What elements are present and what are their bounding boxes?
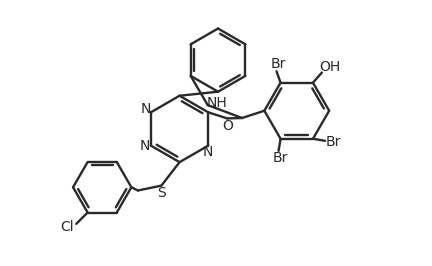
Text: Br: Br [273, 151, 288, 165]
Text: N: N [203, 145, 213, 159]
Text: Br: Br [271, 57, 286, 72]
Text: S: S [157, 186, 166, 200]
Text: N: N [141, 102, 151, 116]
Text: Br: Br [326, 135, 341, 149]
Text: Cl: Cl [60, 220, 74, 234]
Text: N: N [139, 139, 149, 153]
Text: O: O [222, 119, 233, 133]
Text: OH: OH [319, 60, 340, 74]
Text: NH: NH [206, 96, 227, 110]
